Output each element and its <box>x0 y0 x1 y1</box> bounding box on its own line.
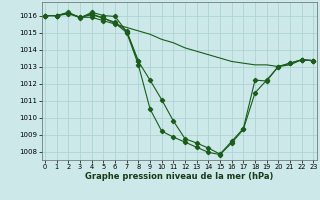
X-axis label: Graphe pression niveau de la mer (hPa): Graphe pression niveau de la mer (hPa) <box>85 172 273 181</box>
